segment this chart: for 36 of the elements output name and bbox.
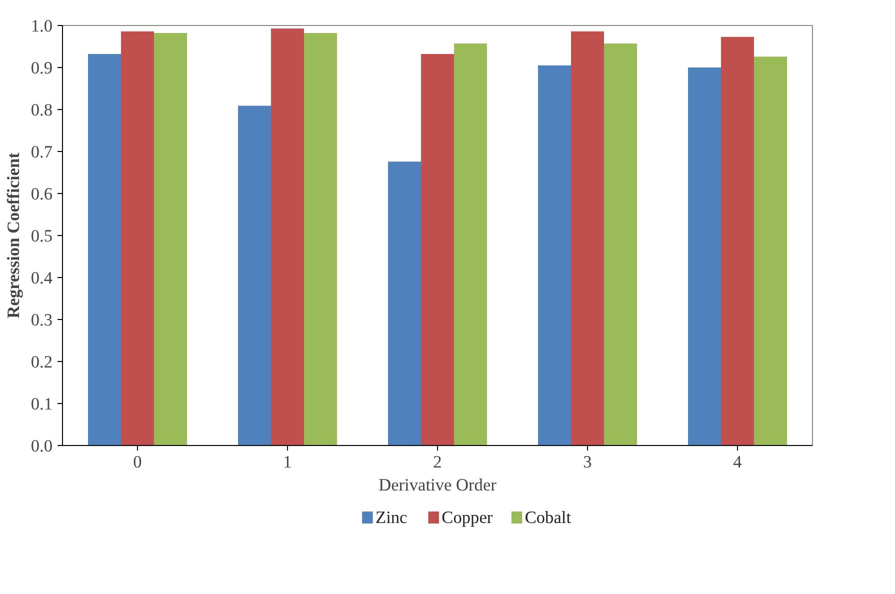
y-tick-label: 0.1 — [30, 394, 53, 414]
x-tick-label: 1 — [283, 452, 292, 472]
legend-label: Copper — [442, 508, 493, 527]
bar — [454, 44, 487, 446]
bar — [754, 56, 787, 446]
x-tick-label: 4 — [733, 452, 742, 472]
y-tick-label: 0.6 — [30, 184, 53, 204]
bar — [121, 31, 154, 446]
y-tick-label: 0.8 — [30, 100, 53, 120]
legend-label: Cobalt — [524, 508, 572, 527]
bar — [271, 28, 304, 446]
y-tick-label: 1.0 — [30, 16, 53, 36]
bar — [604, 44, 637, 446]
bar — [388, 162, 421, 446]
bar — [154, 33, 187, 446]
legend-label: Zinc — [375, 508, 408, 527]
bar — [688, 68, 721, 446]
y-tick-label: 0.2 — [30, 352, 53, 372]
bar — [304, 33, 337, 446]
bar — [88, 54, 121, 446]
bar — [538, 65, 571, 446]
y-tick-label: 0.7 — [30, 142, 53, 162]
y-tick-label: 0.3 — [30, 310, 53, 330]
x-tick-label: 3 — [583, 452, 592, 472]
bar — [721, 36, 754, 446]
y-tick-label: 0.0 — [30, 436, 53, 456]
x-tick-label: 0 — [133, 452, 142, 472]
bar — [571, 31, 604, 446]
y-tick-label: 0.9 — [30, 58, 53, 78]
y-axis-title: Regression Coefficient — [4, 152, 23, 318]
x-tick-label: 2 — [433, 452, 442, 472]
bar — [238, 106, 271, 446]
x-axis-title: Derivative Order — [378, 476, 497, 494]
y-tick-label: 0.5 — [30, 226, 53, 246]
bar — [421, 54, 454, 446]
y-tick-label: 0.4 — [30, 268, 53, 288]
